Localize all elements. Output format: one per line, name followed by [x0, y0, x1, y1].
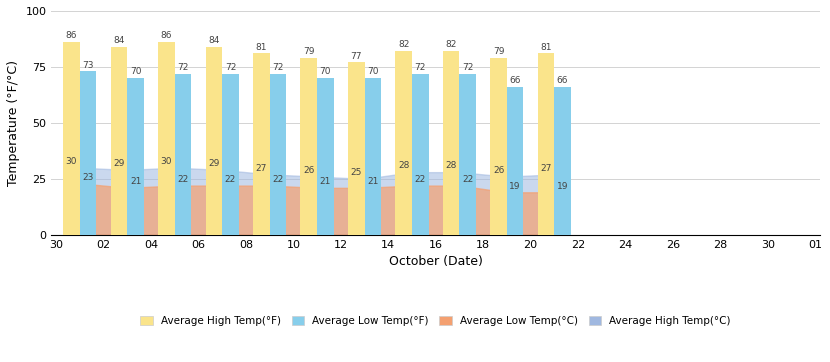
Bar — [348, 62, 364, 235]
Bar — [159, 42, 175, 235]
Text: 22: 22 — [225, 175, 236, 184]
Text: 66: 66 — [557, 76, 569, 85]
Text: 79: 79 — [303, 47, 315, 56]
Text: 84: 84 — [208, 36, 220, 45]
Text: 70: 70 — [320, 67, 331, 76]
Bar — [222, 73, 239, 235]
Bar — [175, 73, 192, 235]
Text: 19: 19 — [557, 181, 569, 190]
Text: 72: 72 — [272, 63, 284, 72]
Text: 29: 29 — [208, 159, 220, 168]
Text: 22: 22 — [462, 175, 473, 184]
Bar — [80, 71, 96, 235]
Text: 28: 28 — [398, 161, 409, 171]
Bar — [253, 54, 270, 235]
Text: 82: 82 — [446, 41, 457, 50]
Text: 26: 26 — [303, 166, 315, 175]
Text: 21: 21 — [320, 177, 331, 186]
Text: 72: 72 — [225, 63, 237, 72]
Text: 72: 72 — [178, 63, 188, 72]
Bar — [395, 51, 412, 235]
Bar — [127, 78, 144, 235]
Text: 86: 86 — [161, 31, 172, 41]
Bar — [412, 73, 428, 235]
Text: 82: 82 — [398, 41, 409, 50]
Text: 21: 21 — [367, 177, 378, 186]
Text: 81: 81 — [256, 43, 267, 52]
Bar — [443, 51, 460, 235]
Text: 29: 29 — [113, 159, 124, 168]
Text: 72: 72 — [415, 63, 426, 72]
Text: 70: 70 — [129, 67, 141, 76]
Text: 27: 27 — [540, 164, 552, 173]
Text: 81: 81 — [540, 43, 552, 52]
Text: 30: 30 — [161, 157, 172, 166]
Bar — [270, 73, 286, 235]
Bar — [317, 78, 334, 235]
Text: 86: 86 — [66, 31, 77, 41]
Text: 25: 25 — [350, 168, 362, 177]
X-axis label: October (Date): October (Date) — [388, 255, 482, 268]
Text: 27: 27 — [256, 164, 267, 173]
Text: 77: 77 — [350, 52, 362, 61]
Text: 23: 23 — [82, 173, 94, 182]
Legend: Average High Temp(°F), Average Low Temp(°F), Average Low Temp(°C), Average High : Average High Temp(°F), Average Low Temp(… — [136, 312, 735, 331]
Text: 79: 79 — [493, 47, 505, 56]
Bar — [538, 54, 554, 235]
Bar — [300, 58, 317, 235]
Bar — [63, 42, 80, 235]
Text: 21: 21 — [129, 177, 141, 186]
Text: 22: 22 — [272, 175, 284, 184]
Bar — [364, 78, 381, 235]
Text: 19: 19 — [510, 181, 521, 190]
Bar — [460, 73, 476, 235]
Text: 66: 66 — [510, 76, 521, 85]
Bar — [507, 87, 524, 235]
Text: 30: 30 — [66, 157, 77, 166]
Bar — [554, 87, 571, 235]
Bar — [206, 47, 222, 235]
Bar — [491, 58, 507, 235]
Bar — [110, 47, 127, 235]
Text: 22: 22 — [178, 175, 188, 184]
Text: 70: 70 — [367, 67, 378, 76]
Text: 73: 73 — [82, 60, 94, 70]
Text: 72: 72 — [462, 63, 473, 72]
Text: 22: 22 — [415, 175, 426, 184]
Text: 26: 26 — [493, 166, 505, 175]
Text: 84: 84 — [113, 36, 124, 45]
Y-axis label: Temperature (°F/°C): Temperature (°F/°C) — [7, 60, 20, 186]
Text: 28: 28 — [446, 161, 457, 171]
